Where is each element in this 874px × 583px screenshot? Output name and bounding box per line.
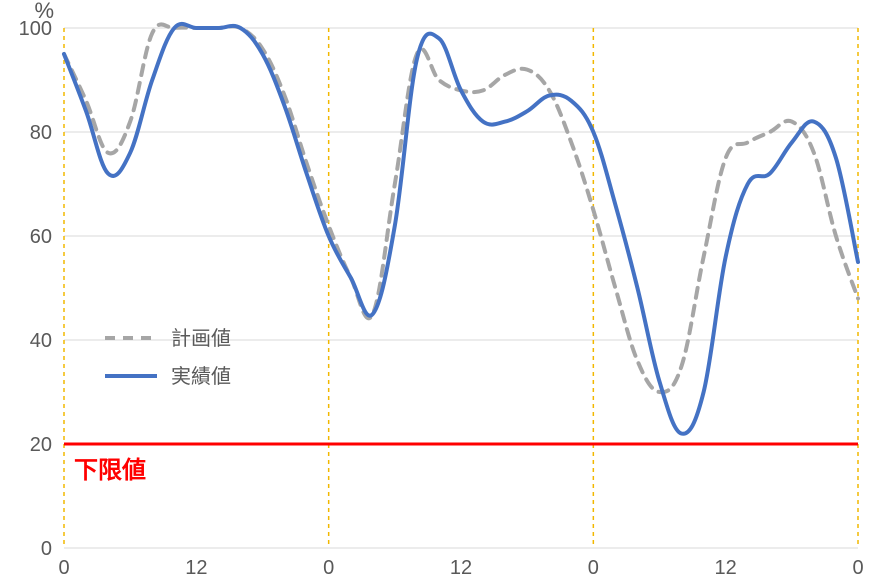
xtick-label: 0	[323, 557, 334, 579]
ytick-label: 20	[30, 434, 52, 456]
xtick-label: 12	[185, 557, 207, 579]
chart-svg: 020406080100%0120120120下限値計画値実績値	[0, 0, 874, 583]
legend-label-plan: 計画値	[171, 327, 231, 350]
xtick-label: 0	[588, 557, 599, 579]
limit-line-label: 下限値	[74, 457, 146, 484]
ytick-label: 40	[30, 330, 52, 352]
ytick-label: 80	[30, 122, 52, 144]
ytick-label: 0	[41, 538, 52, 560]
xtick-label: 12	[450, 557, 472, 579]
legend-label-actual: 実績値	[171, 365, 231, 388]
line-chart: 020406080100%0120120120下限値計画値実績値	[0, 0, 874, 583]
xtick-label: 0	[852, 557, 863, 579]
yaxis-title: %	[34, 0, 54, 23]
ytick-label: 60	[30, 226, 52, 248]
xtick-label: 12	[715, 557, 737, 579]
xtick-label: 0	[58, 557, 69, 579]
